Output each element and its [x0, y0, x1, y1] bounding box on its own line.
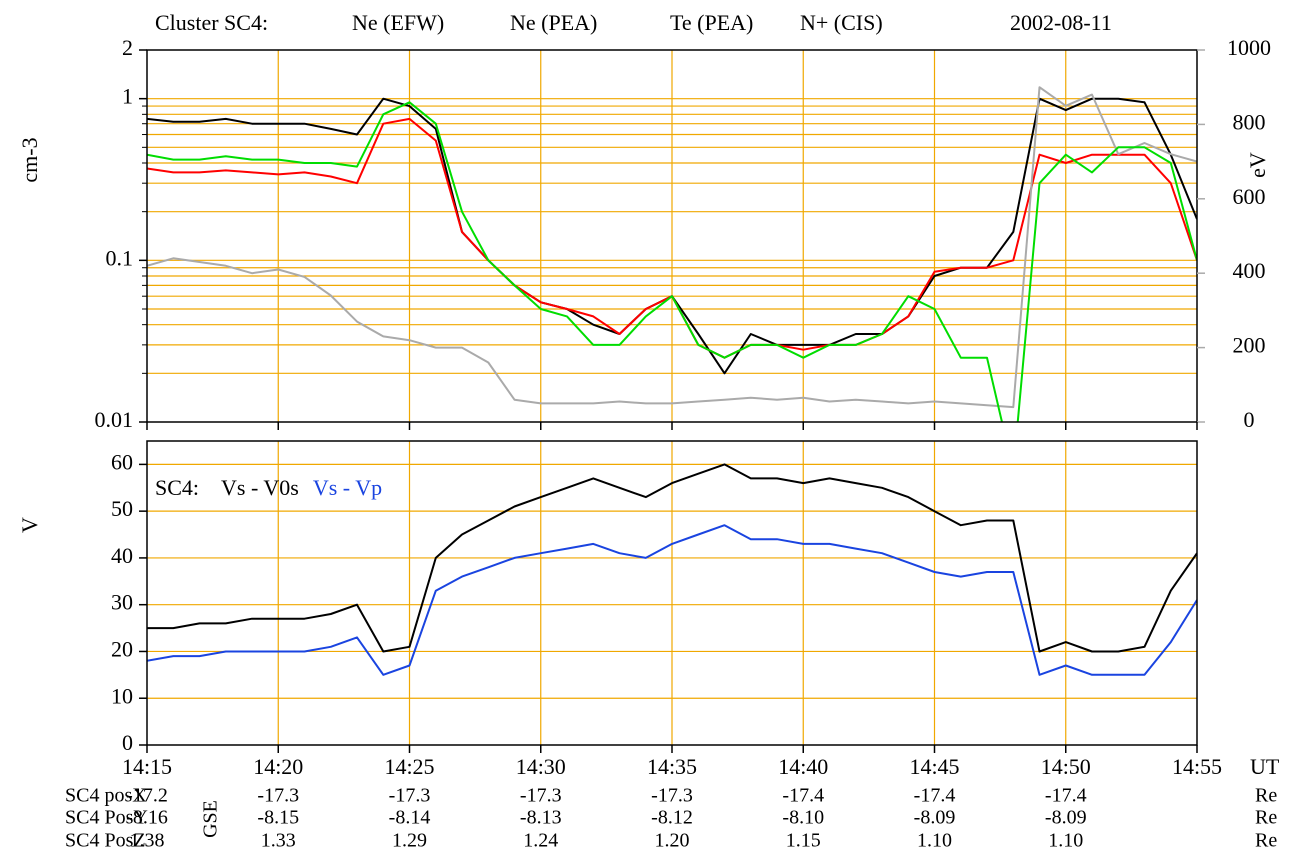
- row-value: 1.10: [917, 830, 952, 852]
- row-value: -17.4: [782, 785, 824, 807]
- y-tick-label: 40: [111, 543, 133, 568]
- frame-label: GSE: [200, 800, 222, 838]
- row-value: -8.13: [520, 807, 562, 829]
- y-axis-label: cm-3: [17, 137, 42, 182]
- row-value: -17.4: [914, 785, 956, 807]
- series-line: [147, 463, 1197, 653]
- legend-entry: Ne (EFW): [352, 10, 444, 35]
- row-label: SC4 PosY: [65, 807, 148, 829]
- row-value: -8.10: [782, 807, 824, 829]
- row-unit: Re: [1255, 830, 1277, 852]
- series-line: [147, 86, 1197, 409]
- annotation-label: SC4:: [155, 475, 199, 500]
- x-unit: UT: [1250, 754, 1280, 779]
- row-value: 1.15: [786, 830, 821, 852]
- row-value: -17.3: [257, 785, 299, 807]
- legend-entry: Vs - V0s: [221, 475, 299, 500]
- row-value: -8.09: [1045, 807, 1087, 829]
- y2-tick-label: 400: [1233, 258, 1266, 283]
- row-value: 1.10: [1048, 830, 1083, 852]
- row-value: 1.29: [392, 830, 427, 852]
- series-line: [147, 524, 1197, 676]
- x-tick-label: 14:15: [122, 754, 172, 779]
- legend-entry: N+ (CIS): [800, 10, 883, 35]
- row-value: -8.14: [389, 807, 431, 829]
- y-tick-label: 10: [111, 683, 133, 708]
- y2-tick-label: 0: [1244, 407, 1255, 432]
- row-value: 1.33: [261, 830, 296, 852]
- x-tick-label: 14:20: [253, 754, 303, 779]
- series-line: [147, 101, 1197, 422]
- row-value: -8.16: [126, 807, 168, 829]
- y-tick-label: 60: [111, 449, 133, 474]
- x-tick-label: 14:25: [384, 754, 434, 779]
- annotation: SC4: Vs - V0s Vs - Vp: [155, 475, 382, 500]
- y-tick-label: 30: [111, 590, 133, 615]
- legend-entry: Ne (PEA): [510, 10, 597, 35]
- date: 2002-08-11: [1010, 10, 1112, 35]
- y-tick-label: 1: [122, 84, 133, 109]
- row-unit: Re: [1255, 807, 1277, 829]
- y2-axis-label: eV: [1245, 152, 1270, 178]
- row-value: -17.2: [126, 785, 168, 807]
- y2-tick-label: 1000: [1227, 35, 1271, 60]
- y2-tick-label: 600: [1233, 184, 1266, 209]
- x-tick-label: 14:40: [778, 754, 828, 779]
- row-value: -8.09: [914, 807, 956, 829]
- legend-entry: Vs - Vp: [313, 475, 382, 500]
- y-tick-label: 20: [111, 637, 133, 662]
- x-tick-label: 14:55: [1172, 754, 1222, 779]
- title: Cluster SC4:: [155, 10, 268, 35]
- row-label: SC4 posX: [65, 785, 147, 807]
- y2-tick-label: 200: [1233, 333, 1266, 358]
- row-value: -17.3: [389, 785, 431, 807]
- row-value: -17.4: [1045, 785, 1087, 807]
- row-value: -8.15: [257, 807, 299, 829]
- x-tick-label: 14:50: [1041, 754, 1091, 779]
- row-value: 1.38: [130, 830, 165, 852]
- y-tick-label: 0.01: [95, 407, 134, 432]
- x-tick-label: 14:35: [647, 754, 697, 779]
- y-tick-label: 2: [122, 35, 133, 60]
- y2-tick-label: 800: [1233, 109, 1266, 134]
- row-unit: Re: [1255, 785, 1277, 807]
- y-tick-label: 50: [111, 496, 133, 521]
- row-label: SC4 PosZ: [65, 830, 146, 852]
- y-axis-label: V: [17, 517, 42, 533]
- row-value: 1.20: [655, 830, 690, 852]
- x-tick-label: 14:45: [909, 754, 959, 779]
- legend-entry: Te (PEA): [670, 10, 753, 35]
- row-value: 1.24: [523, 830, 558, 852]
- x-tick-label: 14:30: [516, 754, 566, 779]
- row-value: -17.3: [520, 785, 562, 807]
- row-value: -17.3: [651, 785, 693, 807]
- y-tick-label: 0.1: [106, 245, 134, 270]
- row-value: -8.12: [651, 807, 693, 829]
- y-tick-label: 0: [122, 730, 133, 755]
